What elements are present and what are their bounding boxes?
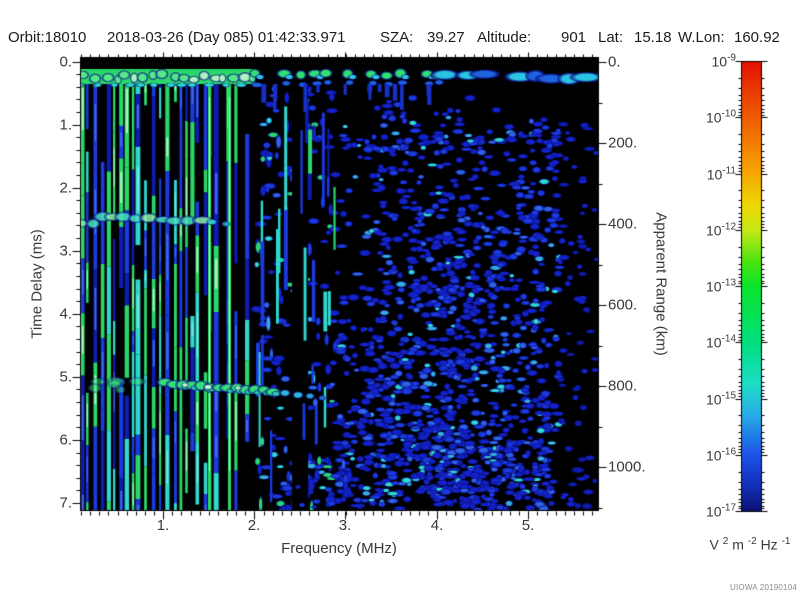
y-tick-label: 7. bbox=[59, 494, 72, 512]
colorbar-exponent: -14 bbox=[721, 333, 736, 345]
colorbar-exponent: -15 bbox=[721, 390, 736, 402]
y-tick-label: 3. bbox=[59, 242, 72, 260]
y-tick-label: 5. bbox=[59, 368, 72, 386]
right-tick-label: 1000. bbox=[608, 458, 646, 476]
watermark: UIOWA 20190104 bbox=[730, 583, 797, 592]
colorbar-tick-label: 10-15 bbox=[705, 390, 736, 407]
colorbar-exponent: -17 bbox=[721, 502, 736, 514]
colorbar-exponent: -11 bbox=[722, 165, 736, 177]
x-tick-label: 5. bbox=[521, 517, 535, 534]
wlon-value: 160.92 bbox=[734, 29, 780, 46]
y-axis-title: Time Delay (ms) bbox=[28, 229, 46, 339]
right-tick-label: 800. bbox=[608, 377, 638, 395]
right-tick-label: 200. bbox=[608, 134, 638, 152]
right-tick-label: 600. bbox=[608, 296, 638, 314]
colorbar-tick-label: 10-16 bbox=[705, 446, 736, 464]
colorbar-unit-label: V 2 m -2 Hz -1 bbox=[709, 536, 791, 553]
right-axis-title: Apparent Range (km) bbox=[652, 212, 670, 356]
altitude-label: Altitude: bbox=[477, 29, 532, 46]
lat-value: 15.18 bbox=[634, 29, 672, 46]
x-tick-label: 1. bbox=[156, 517, 170, 534]
x-tick-label: 3. bbox=[338, 517, 352, 534]
wlon-label: W.Lon: bbox=[678, 29, 725, 46]
colorbar-tick-label: 10-17 bbox=[705, 502, 736, 520]
altitude-value: 901 bbox=[561, 29, 587, 46]
colorbar-exponent: -16 bbox=[721, 446, 736, 458]
sza-value: 39.27 bbox=[427, 29, 465, 46]
unit-exponent: -2 bbox=[747, 536, 757, 547]
y-tick-label: 6. bbox=[59, 431, 72, 449]
colorbar-tick-label: 10-11 bbox=[706, 165, 736, 182]
unit-exponent: 2 bbox=[722, 536, 729, 547]
y-tick-label: 1. bbox=[59, 116, 72, 134]
lat-label: Lat: bbox=[598, 29, 624, 46]
y-tick-label: 2. bbox=[59, 179, 72, 197]
x-tick-label: 2. bbox=[247, 517, 261, 534]
y-tick-label: 0. bbox=[59, 53, 72, 70]
unit-exponent: -1 bbox=[781, 536, 791, 547]
sza-label: SZA: bbox=[380, 29, 414, 46]
colorbar-tick-label: 10-13 bbox=[705, 277, 736, 295]
colorbar-exponent: -9 bbox=[727, 52, 736, 64]
colorbar-exponent: -13 bbox=[721, 277, 736, 289]
right-tick-label: 0. bbox=[608, 53, 621, 71]
x-tick-label: 4. bbox=[430, 517, 444, 534]
y-tick-label: 4. bbox=[59, 305, 72, 323]
right-tick-label: 400. bbox=[608, 215, 638, 233]
datetime-label: 2018-03-26 (Day 085) 01:42:33.971 bbox=[107, 29, 346, 46]
orbit-label: Orbit:18010 bbox=[8, 29, 87, 46]
colorbar-tick-label: 10-9 bbox=[711, 52, 736, 70]
colorbar-exponent: -10 bbox=[721, 108, 736, 120]
colorbar-tick-label: 10-12 bbox=[705, 221, 736, 239]
colorbar-exponent: -12 bbox=[721, 221, 736, 233]
colorbar-tick-label: 10-10 bbox=[705, 108, 736, 126]
x-axis-title: Frequency (MHz) bbox=[281, 540, 397, 557]
colorbar-tick-label: 10-14 bbox=[705, 333, 736, 351]
